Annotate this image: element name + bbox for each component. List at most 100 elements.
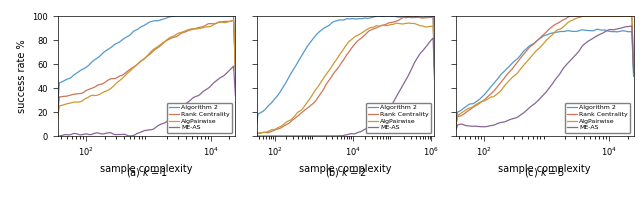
ME-AS xyxy=(365,125,373,128)
AlgPairwise xyxy=(581,15,589,17)
X-axis label: sample complexity: sample complexity xyxy=(300,164,392,174)
Rank Centrality xyxy=(561,18,568,20)
Rank Centrality xyxy=(253,133,260,136)
AlgPairwise xyxy=(311,90,319,92)
AlgPairwise xyxy=(431,72,438,74)
Line: Rank Centrality: Rank Centrality xyxy=(257,16,435,135)
Line: AlgPairwise: AlgPairwise xyxy=(456,16,634,125)
Rank Centrality xyxy=(410,15,417,17)
Algorithm 2 xyxy=(614,31,621,33)
ME-AS xyxy=(255,135,263,137)
Rank Centrality xyxy=(54,112,61,115)
Algorithm 2 xyxy=(452,118,460,120)
Algorithm 2 xyxy=(172,15,180,17)
Rank Centrality xyxy=(323,82,331,84)
Algorithm 2 xyxy=(383,15,390,17)
AlgPairwise xyxy=(561,24,568,27)
AlgPairwise xyxy=(275,126,282,129)
AlgPairwise xyxy=(365,27,372,30)
Algorithm 2 xyxy=(54,97,62,99)
Line: ME-AS: ME-AS xyxy=(58,66,236,136)
Algorithm 2 xyxy=(159,18,167,20)
ME-AS xyxy=(324,135,332,137)
Rank Centrality xyxy=(431,67,438,69)
AlgPairwise xyxy=(159,42,166,44)
Line: ME-AS: ME-AS xyxy=(257,38,435,136)
Rank Centrality xyxy=(452,121,460,124)
Rank Centrality xyxy=(159,42,166,45)
Rank Centrality xyxy=(365,30,372,33)
Rank Centrality xyxy=(382,23,390,25)
Title: (c) $k = 5$: (c) $k = 5$ xyxy=(524,166,565,179)
Algorithm 2 xyxy=(382,15,390,17)
Rank Centrality xyxy=(159,42,167,44)
Line: ME-AS: ME-AS xyxy=(456,26,634,130)
ME-AS xyxy=(630,72,637,74)
ME-AS xyxy=(628,25,636,27)
Rank Centrality xyxy=(311,101,319,103)
ME-AS xyxy=(602,30,609,33)
Algorithm 2 xyxy=(323,25,331,28)
ME-AS xyxy=(383,112,390,114)
Algorithm 2 xyxy=(602,29,610,32)
AlgPairwise xyxy=(630,66,637,69)
AlgPairwise xyxy=(558,27,566,29)
Algorithm 2 xyxy=(311,36,319,38)
Algorithm 2 xyxy=(54,105,61,107)
ME-AS xyxy=(431,79,438,81)
AlgPairwise xyxy=(405,22,413,24)
X-axis label: sample complexity: sample complexity xyxy=(100,164,193,174)
ME-AS xyxy=(561,66,568,68)
ME-AS xyxy=(230,65,237,67)
Algorithm 2 xyxy=(630,75,637,78)
Line: Algorithm 2: Algorithm 2 xyxy=(456,29,634,122)
Algorithm 2 xyxy=(593,28,601,30)
AlgPairwise xyxy=(452,124,460,126)
Algorithm 2 xyxy=(163,17,170,19)
Rank Centrality xyxy=(163,39,170,42)
Algorithm 2 xyxy=(558,30,566,33)
Algorithm 2 xyxy=(253,122,260,125)
Line: Rank Centrality: Rank Centrality xyxy=(456,16,634,125)
ME-AS xyxy=(452,129,460,131)
ME-AS xyxy=(54,135,61,137)
Algorithm 2 xyxy=(365,17,372,19)
ME-AS xyxy=(275,135,282,137)
Line: AlgPairwise: AlgPairwise xyxy=(257,23,435,134)
Rank Centrality xyxy=(381,23,389,26)
Rank Centrality xyxy=(54,107,62,109)
Rank Centrality xyxy=(215,21,223,24)
AlgPairwise xyxy=(215,21,223,23)
Line: Algorithm 2: Algorithm 2 xyxy=(257,16,435,123)
Rank Centrality xyxy=(452,124,460,126)
Algorithm 2 xyxy=(159,18,166,20)
AlgPairwise xyxy=(452,121,460,123)
Algorithm 2 xyxy=(381,15,389,17)
Rank Centrality xyxy=(570,15,577,17)
Y-axis label: success rate %: success rate % xyxy=(17,39,27,113)
ME-AS xyxy=(163,120,171,122)
AlgPairwise xyxy=(323,72,331,74)
ME-AS xyxy=(381,112,389,115)
ME-AS xyxy=(216,77,223,79)
ME-AS xyxy=(204,87,212,90)
Algorithm 2 xyxy=(561,30,568,33)
Algorithm 2 xyxy=(431,67,438,69)
Algorithm 2 xyxy=(204,15,212,17)
Algorithm 2 xyxy=(216,15,223,17)
Rank Centrality xyxy=(558,19,566,22)
ME-AS xyxy=(125,135,133,137)
Rank Centrality xyxy=(630,66,637,69)
AlgPairwise xyxy=(382,24,390,27)
AlgPairwise xyxy=(163,39,170,41)
AlgPairwise xyxy=(232,69,239,71)
AlgPairwise xyxy=(614,15,621,17)
Legend: Algorithm 2, Rank Centrality, AlgPairwise, ME-AS: Algorithm 2, Rank Centrality, AlgPairwis… xyxy=(365,103,431,133)
AlgPairwise xyxy=(54,113,62,116)
Line: Algorithm 2: Algorithm 2 xyxy=(58,16,236,106)
Algorithm 2 xyxy=(557,30,565,33)
Line: AlgPairwise: AlgPairwise xyxy=(58,20,236,119)
ME-AS xyxy=(558,70,566,72)
Rank Centrality xyxy=(230,19,237,22)
Line: Rank Centrality: Rank Centrality xyxy=(58,20,236,114)
